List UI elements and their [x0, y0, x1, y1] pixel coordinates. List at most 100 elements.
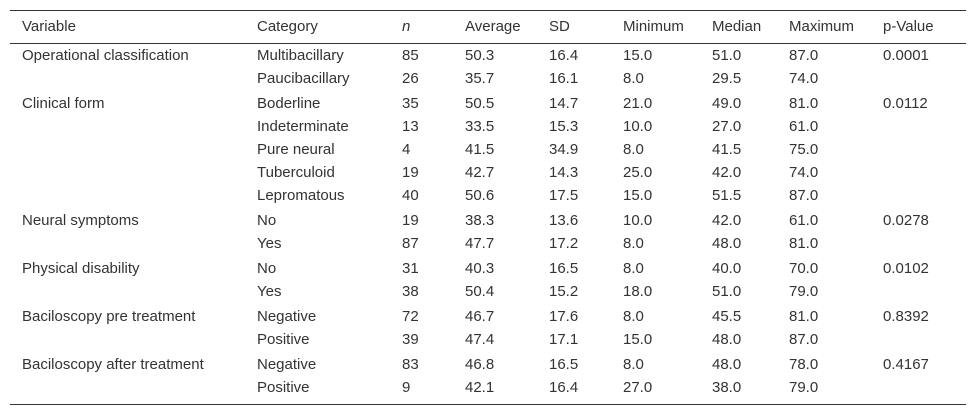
column-header: Minimum [623, 18, 684, 35]
value-cell: 27.0 [712, 118, 742, 135]
variable-cell: Operational classification [22, 47, 189, 64]
value-cell: 41.5 [712, 141, 742, 158]
value-cell: 79.0 [789, 379, 819, 396]
p-value-cell: 0.4167 [883, 356, 929, 373]
value-cell: 10.0 [623, 212, 653, 229]
value-cell: 50.3 [465, 47, 495, 64]
value-cell: 50.6 [465, 187, 495, 204]
value-cell: 72 [402, 308, 419, 325]
bottom-rule [10, 404, 966, 405]
value-cell: 42.1 [465, 379, 495, 396]
value-cell: 83 [402, 356, 419, 373]
value-cell: 50.4 [465, 283, 495, 300]
value-cell: 40.0 [712, 260, 742, 277]
value-cell: 21.0 [623, 95, 653, 112]
category-cell: Negative [257, 308, 317, 325]
value-cell: 45.5 [712, 308, 742, 325]
value-cell: 85 [402, 47, 419, 64]
value-cell: 75.0 [789, 141, 819, 158]
header-rule [10, 43, 966, 44]
value-cell: 8.0 [623, 235, 644, 252]
value-cell: 10.0 [623, 118, 653, 135]
category-cell: Pure neural [257, 141, 335, 158]
value-cell: 27.0 [623, 379, 653, 396]
value-cell: 47.4 [465, 331, 495, 348]
column-header: n [402, 18, 411, 35]
value-cell: 16.1 [549, 70, 579, 87]
p-value-cell: 0.0278 [883, 212, 929, 229]
value-cell: 46.7 [465, 308, 495, 325]
value-cell: 49.0 [712, 95, 742, 112]
value-cell: 13.6 [549, 212, 579, 229]
value-cell: 42.0 [712, 212, 742, 229]
value-cell: 42.7 [465, 164, 495, 181]
value-cell: 48.0 [712, 235, 742, 252]
variable-cell: Baciloscopy after treatment [22, 356, 204, 373]
value-cell: 17.2 [549, 235, 579, 252]
category-cell: Boderline [257, 95, 321, 112]
value-cell: 87.0 [789, 47, 819, 64]
value-cell: 46.8 [465, 356, 495, 373]
variable-cell: Clinical form [22, 95, 105, 112]
value-cell: 8.0 [623, 308, 644, 325]
value-cell: 35 [402, 95, 419, 112]
value-cell: 14.7 [549, 95, 579, 112]
value-cell: 19 [402, 164, 419, 181]
top-rule [10, 10, 966, 11]
value-cell: 9 [402, 379, 411, 396]
category-cell: Positive [257, 331, 310, 348]
category-cell: Paucibacillary [257, 70, 350, 87]
value-cell: 61.0 [789, 118, 819, 135]
p-value-cell: 0.0102 [883, 260, 929, 277]
value-cell: 74.0 [789, 164, 819, 181]
value-cell: 15.0 [623, 47, 653, 64]
value-cell: 34.9 [549, 141, 579, 158]
category-cell: No [257, 212, 277, 229]
value-cell: 14.3 [549, 164, 579, 181]
value-cell: 16.4 [549, 47, 579, 64]
value-cell: 41.5 [465, 141, 495, 158]
column-header: Category [257, 18, 318, 35]
column-header: Maximum [789, 18, 855, 35]
value-cell: 81.0 [789, 308, 819, 325]
p-value-cell: 0.0001 [883, 47, 929, 64]
value-cell: 19 [402, 212, 419, 229]
category-cell: Multibacillary [257, 47, 344, 64]
value-cell: 87.0 [789, 331, 819, 348]
column-header: p-Value [883, 18, 934, 35]
value-cell: 17.6 [549, 308, 579, 325]
value-cell: 26 [402, 70, 419, 87]
value-cell: 33.5 [465, 118, 495, 135]
value-cell: 8.0 [623, 70, 644, 87]
value-cell: 29.5 [712, 70, 742, 87]
value-cell: 17.5 [549, 187, 579, 204]
category-cell: Indeterminate [257, 118, 349, 135]
value-cell: 47.7 [465, 235, 495, 252]
value-cell: 50.5 [465, 95, 495, 112]
value-cell: 48.0 [712, 331, 742, 348]
value-cell: 18.0 [623, 283, 653, 300]
value-cell: 61.0 [789, 212, 819, 229]
value-cell: 4 [402, 141, 411, 158]
variable-cell: Baciloscopy pre treatment [22, 308, 196, 325]
value-cell: 51.0 [712, 283, 742, 300]
value-cell: 17.1 [549, 331, 579, 348]
value-cell: 35.7 [465, 70, 495, 87]
value-cell: 8.0 [623, 356, 644, 373]
category-cell: No [257, 260, 277, 277]
value-cell: 70.0 [789, 260, 819, 277]
value-cell: 15.0 [623, 187, 653, 204]
value-cell: 79.0 [789, 283, 819, 300]
value-cell: 16.5 [549, 260, 579, 277]
category-cell: Lepromatous [257, 187, 345, 204]
column-header: Median [712, 18, 762, 35]
value-cell: 51.5 [712, 187, 742, 204]
value-cell: 87 [402, 235, 419, 252]
value-cell: 38.3 [465, 212, 495, 229]
value-cell: 31 [402, 260, 419, 277]
value-cell: 16.4 [549, 379, 579, 396]
value-cell: 74.0 [789, 70, 819, 87]
column-header: Variable [22, 18, 76, 35]
value-cell: 87.0 [789, 187, 819, 204]
